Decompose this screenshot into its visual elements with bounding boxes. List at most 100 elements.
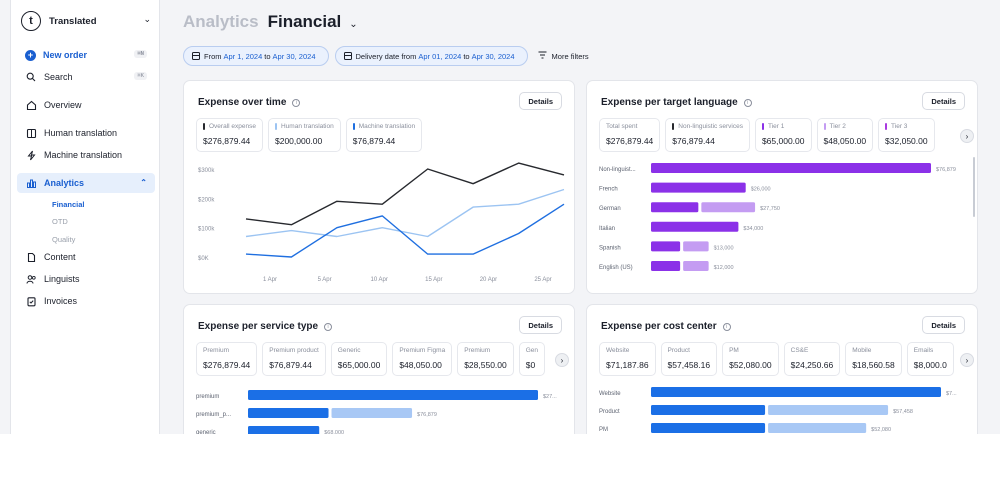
stat-value: $200,000.00 [274,136,323,146]
filter-prefix: Delivery date from [355,51,417,61]
sidebar-subitem-quality[interactable]: Quality [52,235,76,244]
stat-label-text: Tier 2 [829,123,846,130]
series-line-2 [245,188,565,238]
stat-label: Human translation [274,123,334,130]
sidebar-item-machine-translation[interactable]: Machine translation [17,145,155,165]
stat-label: Premium Figma [399,347,446,354]
sidebar-item-label: Human translation [44,128,118,138]
sidebar-subitem-otd[interactable]: OTD [52,217,68,226]
bar-2 [768,405,889,415]
chevron-up-icon: ⌃ [140,178,147,187]
stat-label: Generic [337,347,361,354]
sidebar-subitem-financial[interactable]: Financial [52,200,85,209]
lightning-icon [25,149,37,161]
info-icon[interactable]: i [722,322,731,331]
expense-over-time-card: Expense over time i Details Overall expe… [183,80,575,294]
stat-value: $276,879.44 [203,360,251,370]
app-window: t Translated ⌄ + New order ⌘N Search ⌘K … [0,0,1000,434]
stat-label: Product [667,347,690,354]
value-label: $7... [946,391,957,397]
series-line-3 [245,203,565,258]
y-tick-label: $200k [198,197,215,203]
card-title-text: Expense per cost center [601,321,717,332]
stat-label-text: Overall expense [209,123,256,130]
bar-1 [248,426,320,434]
page-title[interactable]: Financial [267,12,342,31]
page-header: Analytics Financial ⌄ [183,12,358,32]
filter-date-from: Apr 1, 2024 [223,51,263,61]
stat-value: $52,080.00 [729,360,772,370]
stat-premium: Premium $276,879.44 [196,342,258,376]
details-button[interactable]: Details [519,316,562,334]
scroll-right-arrow-icon[interactable]: › [960,129,974,143]
stat-label-text: Tier 1 [767,123,785,130]
value-label: $76,879 [417,412,437,418]
bar-1 [651,423,766,433]
stat-website: Website $71,187.86 [599,342,656,376]
category-label: German [599,206,621,212]
users-icon [25,273,37,285]
sidebar-item-content[interactable]: Content [17,247,155,267]
more-filters-button[interactable]: More filters [538,51,589,61]
value-label: $34,000 [743,226,763,232]
stat-label-text: Non-linguistic services [678,123,743,130]
home-icon [25,99,37,111]
stat-human-translation: Human translation $200,000.00 [267,118,341,152]
details-button[interactable]: Details [519,92,562,110]
chevron-down-icon[interactable]: ⌄ [349,19,358,30]
details-button[interactable]: Details [922,92,965,110]
value-label: $13,000 [714,245,734,251]
filter-date-to: Apr 30, 2024 [471,51,515,61]
date-range-filter[interactable]: From Apr 1, 2024 to Apr 30, 2024 [183,46,329,66]
stat-value: $71,187.86 [606,360,649,370]
sidebar: t Translated ⌄ + New order ⌘N Search ⌘K … [10,0,160,434]
document-icon [25,251,37,263]
value-label: $76,879 [936,167,956,173]
series-line-1 [245,162,565,226]
delivery-date-filter[interactable]: Delivery date from Apr 01, 2024 to Apr 3… [334,46,528,66]
search-button[interactable]: Search ⌘K [17,67,155,87]
stat-label: Tier 2 [823,123,867,130]
sidebar-item-invoices[interactable]: Invoices [17,291,155,311]
bar-1 [651,182,746,193]
category-label: Website [599,391,621,397]
x-tick-label: 1 Apr [263,277,277,283]
sidebar-item-human-translation[interactable]: Human translation [17,123,155,143]
bar-2 [683,241,709,252]
stat-value: $24,250.66 [790,360,834,370]
stat-premium-2: Premium $28,550.00 [457,342,514,376]
chevron-down-icon: ⌄ [143,14,151,24]
new-order-button[interactable]: + New order ⌘N [17,45,155,65]
section-title: Analytics [183,12,259,31]
y-tick-label: $100k [198,227,215,233]
expense-per-cost-center-card: Expense per cost center i Details Websit… [586,304,978,434]
scrollbar[interactable] [973,157,975,217]
stat-label: Emails [913,347,934,354]
stat-value: $76,879.44 [269,360,312,370]
details-button[interactable]: Details [922,316,965,334]
x-tick-label: 20 Apr [480,277,497,283]
filter-bar: From Apr 1, 2024 to Apr 30, 2024 Deliver… [183,46,589,66]
info-icon[interactable]: i [292,98,301,107]
sidebar-item-label: Linguists [44,274,80,284]
stat-generic: Generic $65,000.00 [330,342,388,376]
bar-1 [651,221,739,232]
stats-row: Premium $276,879.44 Premium product $76,87… [196,342,550,376]
y-tick-label: $300k [198,168,215,174]
stat-premium-product: Premium product $76,879.44 [262,342,326,376]
expense-per-language-card: Expense per target language i Details To… [586,80,978,294]
workspace-switcher[interactable]: t Translated ⌄ [21,10,155,32]
line-chart: $300k $200k $100k $0K 1 Apr 5 Apr 10 Apr 15 Apr… [198,162,565,283]
stat-value: $18,560.58 [852,360,895,370]
sidebar-item-linguists[interactable]: Linguists [17,269,155,289]
legend-swatch [203,123,205,130]
card-title-text: Expense per service type [198,321,319,332]
sidebar-item-analytics[interactable]: Analytics ⌃ [17,173,155,193]
scroll-right-arrow-icon[interactable]: › [960,353,974,367]
info-icon[interactable]: i [743,98,752,107]
filter-date-to: Apr 30, 2024 [272,51,316,61]
sidebar-item-overview[interactable]: Overview [17,95,155,115]
info-icon[interactable]: i [324,322,333,331]
scroll-right-arrow-icon[interactable]: › [555,353,569,367]
stat-non-linguistic: Non-linguistic services $76,879.44 [665,118,750,152]
